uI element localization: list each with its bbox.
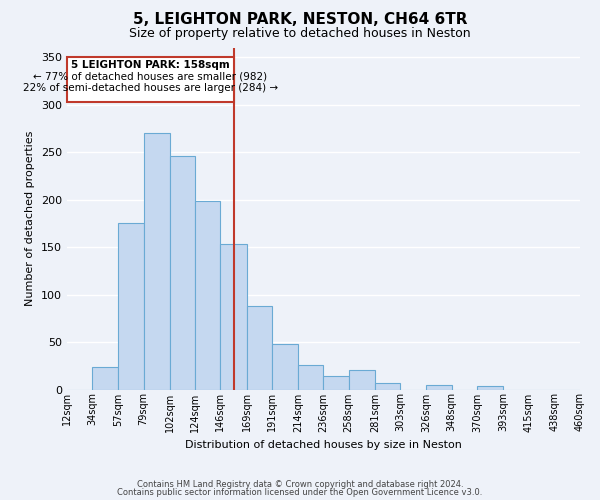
Bar <box>477 386 503 390</box>
Text: Contains public sector information licensed under the Open Government Licence v3: Contains public sector information licen… <box>118 488 482 497</box>
Bar <box>67 57 234 102</box>
Text: Contains HM Land Registry data © Crown copyright and database right 2024.: Contains HM Land Registry data © Crown c… <box>137 480 463 489</box>
Bar <box>349 370 375 390</box>
Bar <box>143 133 170 390</box>
Bar <box>427 385 452 390</box>
Bar <box>195 202 220 390</box>
Text: 22% of semi-detached houses are larger (284) →: 22% of semi-detached houses are larger (… <box>23 82 278 92</box>
Bar <box>298 365 323 390</box>
Bar <box>220 244 247 390</box>
Bar <box>272 344 298 390</box>
Text: 5 LEIGHTON PARK: 158sqm: 5 LEIGHTON PARK: 158sqm <box>71 60 230 70</box>
Text: 5, LEIGHTON PARK, NESTON, CH64 6TR: 5, LEIGHTON PARK, NESTON, CH64 6TR <box>133 12 467 28</box>
X-axis label: Distribution of detached houses by size in Neston: Distribution of detached houses by size … <box>185 440 462 450</box>
Bar <box>323 376 349 390</box>
Bar <box>375 383 400 390</box>
Text: Size of property relative to detached houses in Neston: Size of property relative to detached ho… <box>129 28 471 40</box>
Text: ← 77% of detached houses are smaller (982): ← 77% of detached houses are smaller (98… <box>34 72 268 82</box>
Bar <box>92 366 118 390</box>
Y-axis label: Number of detached properties: Number of detached properties <box>25 131 35 306</box>
Bar <box>247 306 272 390</box>
Bar <box>170 156 195 390</box>
Bar <box>118 224 143 390</box>
